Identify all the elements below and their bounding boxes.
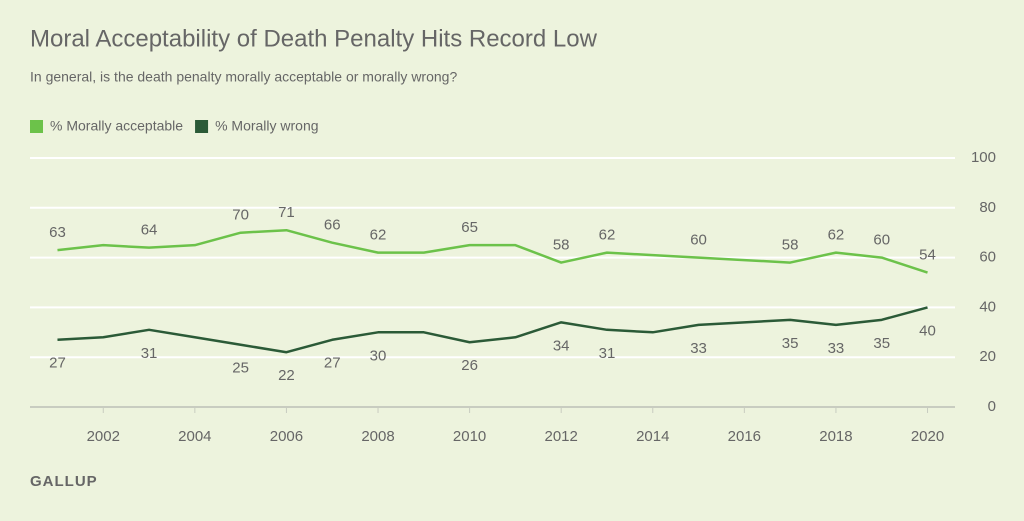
data-label: 31 [599,345,616,362]
x-tick-label: 2006 [270,428,303,445]
data-label: 62 [370,227,387,244]
data-label: 35 [782,335,799,352]
data-label: 60 [873,232,890,249]
data-label: 33 [828,340,845,357]
data-label: 30 [370,347,387,364]
x-tick-label: 2004 [178,428,211,445]
chart-title: Moral Acceptability of Death Penalty Hit… [30,25,598,52]
legend-label: % Morally acceptable [50,118,183,134]
legend-label: % Morally wrong [215,118,318,134]
legend-swatch [30,120,43,133]
data-label: 34 [553,337,570,354]
data-label: 63 [49,224,66,241]
data-label: 22 [278,367,295,384]
source: GALLUP [30,473,98,490]
data-label: 62 [828,227,845,244]
data-label: 60 [690,232,707,249]
data-label: 54 [919,247,936,264]
data-label: 25 [232,360,249,377]
y-tick-label: 40 [979,298,996,315]
data-label: 40 [919,322,936,339]
y-tick-label: 20 [979,348,996,365]
data-label: 71 [278,204,295,221]
line [57,306,928,354]
data-label: 70 [232,207,249,224]
x-tick-label: 2014 [636,428,669,445]
data-label: 64 [141,222,158,239]
data-label: 58 [782,237,799,254]
legend-swatch [195,120,209,133]
data-label: 31 [141,345,158,362]
x-tick-label: 2010 [453,428,486,445]
x-tick-label: 2012 [545,428,578,445]
data-label: 27 [324,355,341,372]
x-tick-label: 2020 [911,428,944,445]
data-label: 26 [461,357,478,374]
data-label: 65 [461,219,478,236]
data-label: 62 [599,227,616,244]
data-label: 58 [553,237,570,254]
x-tick-label: 2002 [87,428,120,445]
data-label: 33 [690,340,707,357]
data-label: 66 [324,217,341,234]
chart-subtitle: In general, is the death penalty morally… [30,69,457,85]
y-tick-label: 100 [971,149,996,166]
x-tick-label: 2016 [728,428,761,445]
x-tick-label: 2018 [819,428,852,445]
y-tick-label: 60 [979,249,996,266]
line [57,228,928,274]
y-tick-label: 80 [979,199,996,216]
y-tick-label: 0 [988,398,996,415]
x-tick-label: 2008 [361,428,394,445]
data-label: 35 [873,335,890,352]
data-label: 27 [49,355,66,372]
